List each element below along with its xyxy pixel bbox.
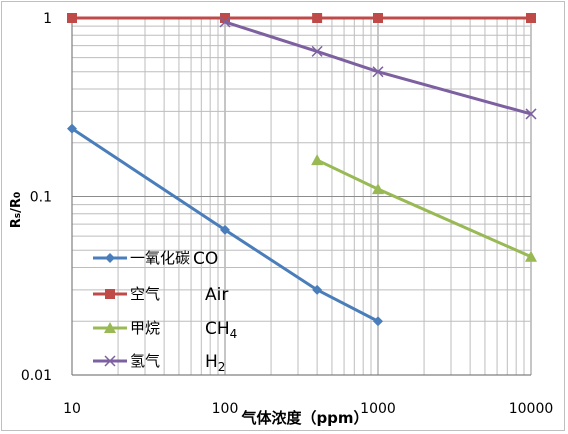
- data-point: [373, 316, 383, 327]
- legend-en-main: CO: [193, 249, 218, 269]
- tick-labels: 10 100 1000 10000 0.01 0.1 1: [21, 11, 553, 417]
- legend-en-main: Air: [205, 285, 228, 305]
- y-axis-label: Rs/R0: [9, 192, 24, 228]
- legend: 一氧化碳 CO 空气 Air 甲烷 CH4 氢气 H2: [93, 249, 237, 374]
- series-air: [67, 13, 536, 23]
- legend-item: 氢气 H2: [93, 352, 225, 374]
- x-marker-stroke: [311, 45, 323, 57]
- series-line: [71, 127, 379, 323]
- data-point: [372, 183, 384, 195]
- legend-en-subscript: 4: [230, 327, 238, 341]
- x-marker-stroke: [372, 66, 384, 78]
- data-point: [220, 224, 230, 235]
- data-point: [311, 45, 323, 57]
- y-label-part: 0: [13, 192, 23, 198]
- data-point: [67, 13, 77, 23]
- data-point: [373, 13, 383, 23]
- y-label-part: /R: [9, 198, 24, 213]
- data-point: [220, 13, 230, 23]
- y-tick-label: 0.1: [30, 190, 52, 206]
- y-label-part: R: [9, 218, 24, 228]
- legend-item: 一氧化碳 CO: [93, 249, 218, 269]
- series-ch: [311, 154, 537, 262]
- legend-label-cn: 一氧化碳: [130, 249, 190, 267]
- legend-label-cn: 空气: [130, 285, 160, 303]
- data-point: [312, 13, 323, 23]
- legend-item: 甲烷 CH4: [93, 319, 237, 341]
- data-point: [525, 250, 537, 262]
- data-point: [312, 284, 323, 295]
- legend-en-subscript: 2: [218, 360, 226, 374]
- legend-label-cn: 氢气: [130, 352, 160, 370]
- axes: [71, 18, 531, 376]
- x-tick-label: 10000: [509, 401, 554, 417]
- legend-marker: [105, 289, 115, 299]
- x-tick-label: 100: [212, 401, 239, 417]
- x-tick-label: 1000: [360, 401, 396, 417]
- legend-marker: [104, 355, 116, 367]
- data-point: [311, 154, 324, 166]
- legend-label-cn: 甲烷: [130, 319, 160, 337]
- data-point: [219, 16, 231, 28]
- data-point: [372, 66, 384, 78]
- x-marker-stroke: [525, 108, 537, 120]
- legend-item: 空气 Air: [93, 285, 228, 305]
- series-h: [219, 16, 537, 120]
- y-label-part: s: [13, 213, 23, 218]
- data-point: [526, 13, 536, 23]
- legend-label-en: H2: [205, 352, 225, 374]
- series-co: [67, 123, 383, 327]
- series-layer: [67, 13, 537, 327]
- legend-en-main: CH: [205, 319, 230, 339]
- legend-label-en: CO: [193, 249, 218, 269]
- legend-marker: [105, 253, 115, 263]
- legend-marker: [104, 322, 116, 333]
- data-point: [525, 108, 537, 120]
- data-point: [67, 123, 77, 134]
- x-marker-stroke: [219, 16, 231, 28]
- y-tick-label: 0.01: [21, 368, 52, 384]
- legend-label-en: CH4: [205, 319, 237, 341]
- x-marker-stroke: [104, 355, 116, 367]
- x-axis-label: 气体浓度（ppm）: [240, 409, 368, 427]
- legend-en-main: H: [205, 352, 218, 372]
- x-tick-label: 10: [63, 401, 81, 417]
- y-tick-label: 1: [43, 11, 52, 27]
- legend-label-en: Air: [205, 285, 228, 305]
- series-line: [224, 20, 532, 116]
